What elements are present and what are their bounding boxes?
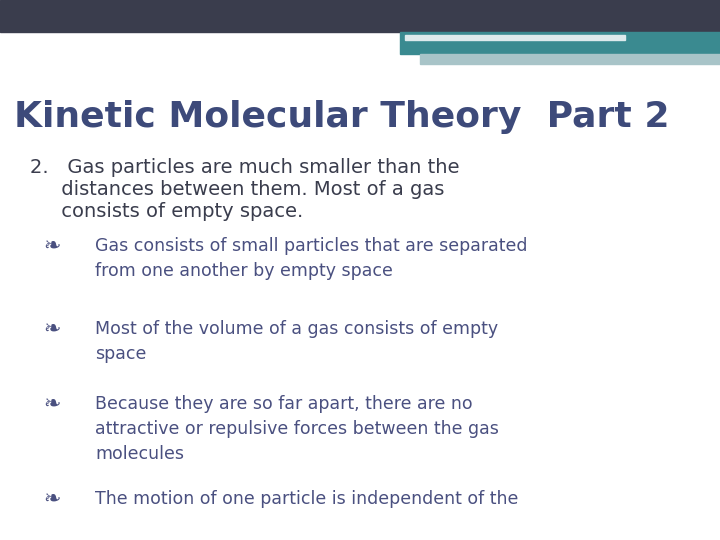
Bar xyxy=(420,54,720,64)
Bar xyxy=(0,0,720,32)
Text: ❧: ❧ xyxy=(43,490,60,510)
Text: distances between them. Most of a gas: distances between them. Most of a gas xyxy=(30,180,444,199)
Text: Most of the volume of a gas consists of empty
space: Most of the volume of a gas consists of … xyxy=(95,320,498,363)
Text: ❧: ❧ xyxy=(43,395,60,415)
Bar xyxy=(405,35,625,40)
Text: consists of empty space.: consists of empty space. xyxy=(30,202,303,221)
Text: Because they are so far apart, there are no
attractive or repulsive forces betwe: Because they are so far apart, there are… xyxy=(95,395,499,463)
Bar xyxy=(400,32,720,54)
Text: Gas consists of small particles that are separated
from one another by empty spa: Gas consists of small particles that are… xyxy=(95,237,528,280)
Text: 2.   Gas particles are much smaller than the: 2. Gas particles are much smaller than t… xyxy=(30,158,459,177)
Text: Kinetic Molecular Theory  Part 2: Kinetic Molecular Theory Part 2 xyxy=(14,100,670,134)
Text: ❧: ❧ xyxy=(43,237,60,257)
Text: ❧: ❧ xyxy=(43,320,60,340)
Text: The motion of one particle is independent of the: The motion of one particle is independen… xyxy=(95,490,518,508)
